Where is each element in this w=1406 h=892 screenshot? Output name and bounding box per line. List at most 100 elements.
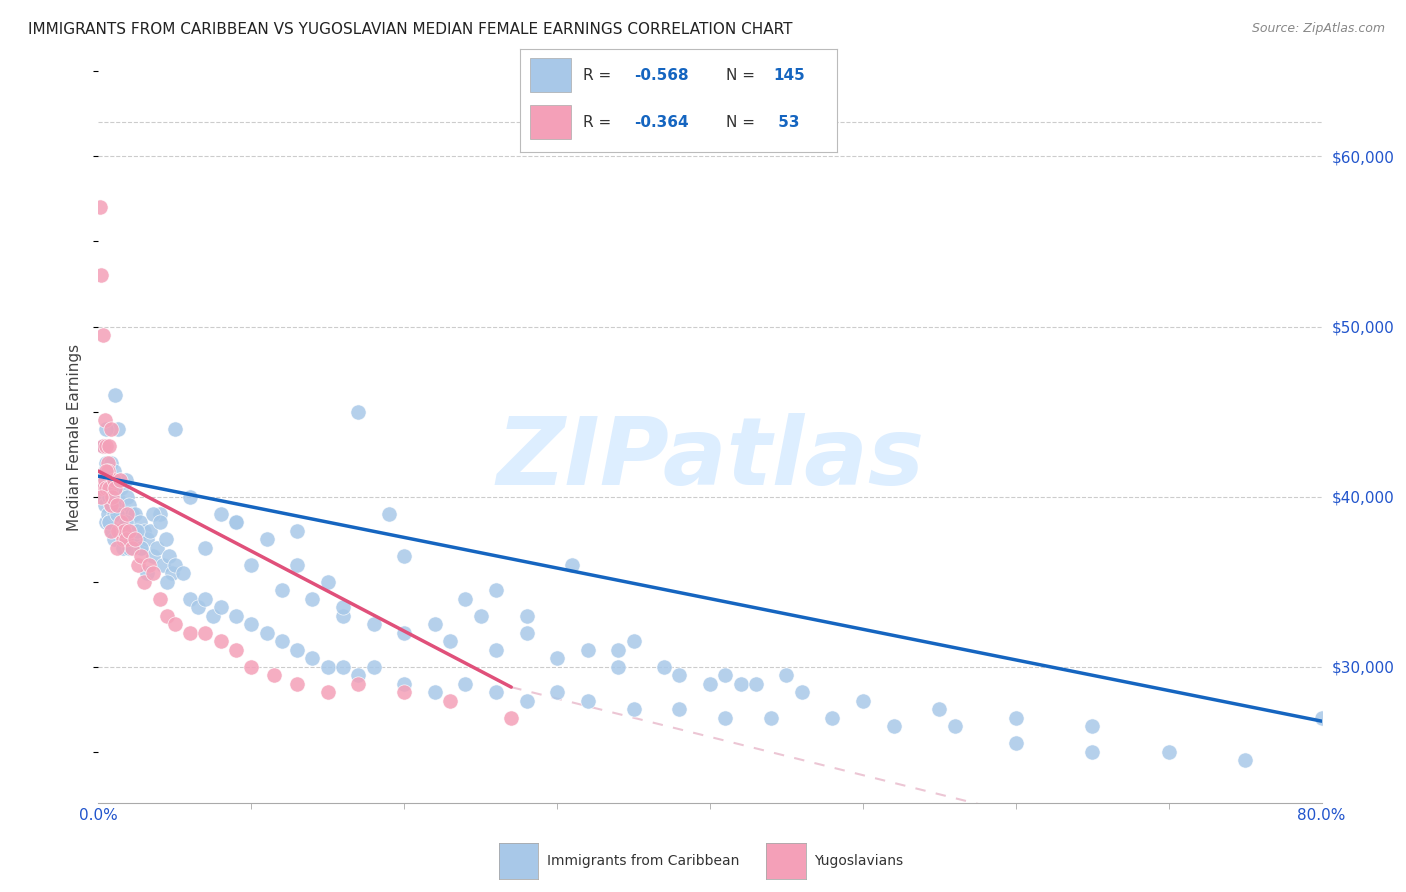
Point — [454, 591, 477, 606]
Point — [1004, 711, 1026, 725]
Point — [145, 541, 167, 555]
Point — [347, 668, 370, 682]
Point — [240, 558, 263, 572]
Point — [172, 566, 194, 581]
Point — [745, 677, 768, 691]
Point — [97, 456, 120, 470]
Point — [392, 625, 416, 640]
Point — [121, 532, 143, 546]
Point — [301, 591, 323, 606]
Point — [142, 549, 165, 563]
Point — [714, 711, 737, 725]
Point — [240, 659, 263, 673]
Point — [209, 600, 232, 615]
Point — [94, 421, 117, 435]
Text: Yugoslavians: Yugoslavians — [814, 854, 903, 868]
Point — [107, 498, 129, 512]
Point — [105, 507, 128, 521]
Point — [134, 524, 156, 538]
Point — [105, 490, 128, 504]
Point — [142, 566, 165, 581]
Point — [316, 659, 339, 673]
Point — [607, 659, 630, 673]
Point — [516, 694, 538, 708]
Point — [759, 711, 782, 725]
Point — [1081, 719, 1104, 733]
Point — [134, 574, 156, 589]
Point — [103, 532, 125, 546]
Point — [363, 659, 385, 673]
Point — [194, 625, 217, 640]
Point — [104, 387, 127, 401]
Point — [347, 677, 370, 691]
Point — [285, 524, 308, 538]
Point — [105, 498, 128, 512]
Point — [136, 566, 159, 581]
Point — [101, 490, 124, 504]
Point — [115, 515, 138, 529]
Point — [501, 711, 523, 725]
Point — [136, 532, 159, 546]
Point — [112, 524, 135, 538]
Point — [124, 532, 146, 546]
Point — [363, 617, 385, 632]
Point — [668, 668, 690, 682]
Point — [125, 524, 148, 538]
Point — [714, 668, 737, 682]
Point — [392, 549, 416, 563]
Point — [149, 515, 172, 529]
Point — [121, 507, 143, 521]
Point — [209, 507, 232, 521]
Point — [316, 685, 339, 699]
Point — [93, 464, 115, 478]
Point — [90, 490, 112, 504]
Point — [128, 515, 150, 529]
Point — [516, 625, 538, 640]
Point — [156, 608, 179, 623]
Point — [392, 677, 416, 691]
Point — [93, 498, 115, 512]
Point — [142, 507, 165, 521]
Point — [91, 328, 114, 343]
Text: -0.364: -0.364 — [634, 115, 689, 130]
Point — [94, 515, 117, 529]
Point — [179, 490, 201, 504]
Point — [127, 558, 149, 572]
Point — [121, 541, 143, 555]
Point — [93, 473, 115, 487]
Point — [1157, 745, 1180, 759]
Point — [118, 541, 141, 555]
Text: Immigrants from Caribbean: Immigrants from Caribbean — [547, 854, 740, 868]
Point — [125, 524, 148, 538]
Point — [225, 515, 247, 529]
Text: 145: 145 — [773, 68, 806, 83]
Point — [160, 566, 183, 581]
Point — [699, 677, 721, 691]
Point — [225, 515, 247, 529]
Point — [1310, 711, 1333, 725]
Point — [332, 608, 354, 623]
Point — [485, 583, 508, 598]
Point — [623, 702, 645, 716]
Text: ZIPatlas: ZIPatlas — [496, 413, 924, 505]
Point — [100, 456, 122, 470]
Point — [98, 490, 121, 504]
Point — [546, 651, 568, 665]
Point — [149, 507, 172, 521]
Text: 53: 53 — [773, 115, 800, 130]
Point — [1234, 753, 1257, 767]
Point — [100, 498, 122, 512]
Point — [156, 574, 179, 589]
Point — [1081, 745, 1104, 759]
Point — [623, 634, 645, 648]
Point — [470, 608, 492, 623]
Point — [98, 515, 121, 529]
Point — [187, 600, 209, 615]
Point — [607, 642, 630, 657]
Point — [263, 668, 285, 682]
Point — [179, 625, 201, 640]
Point — [124, 507, 146, 521]
Point — [285, 558, 308, 572]
Point — [163, 558, 186, 572]
Point — [332, 600, 354, 615]
